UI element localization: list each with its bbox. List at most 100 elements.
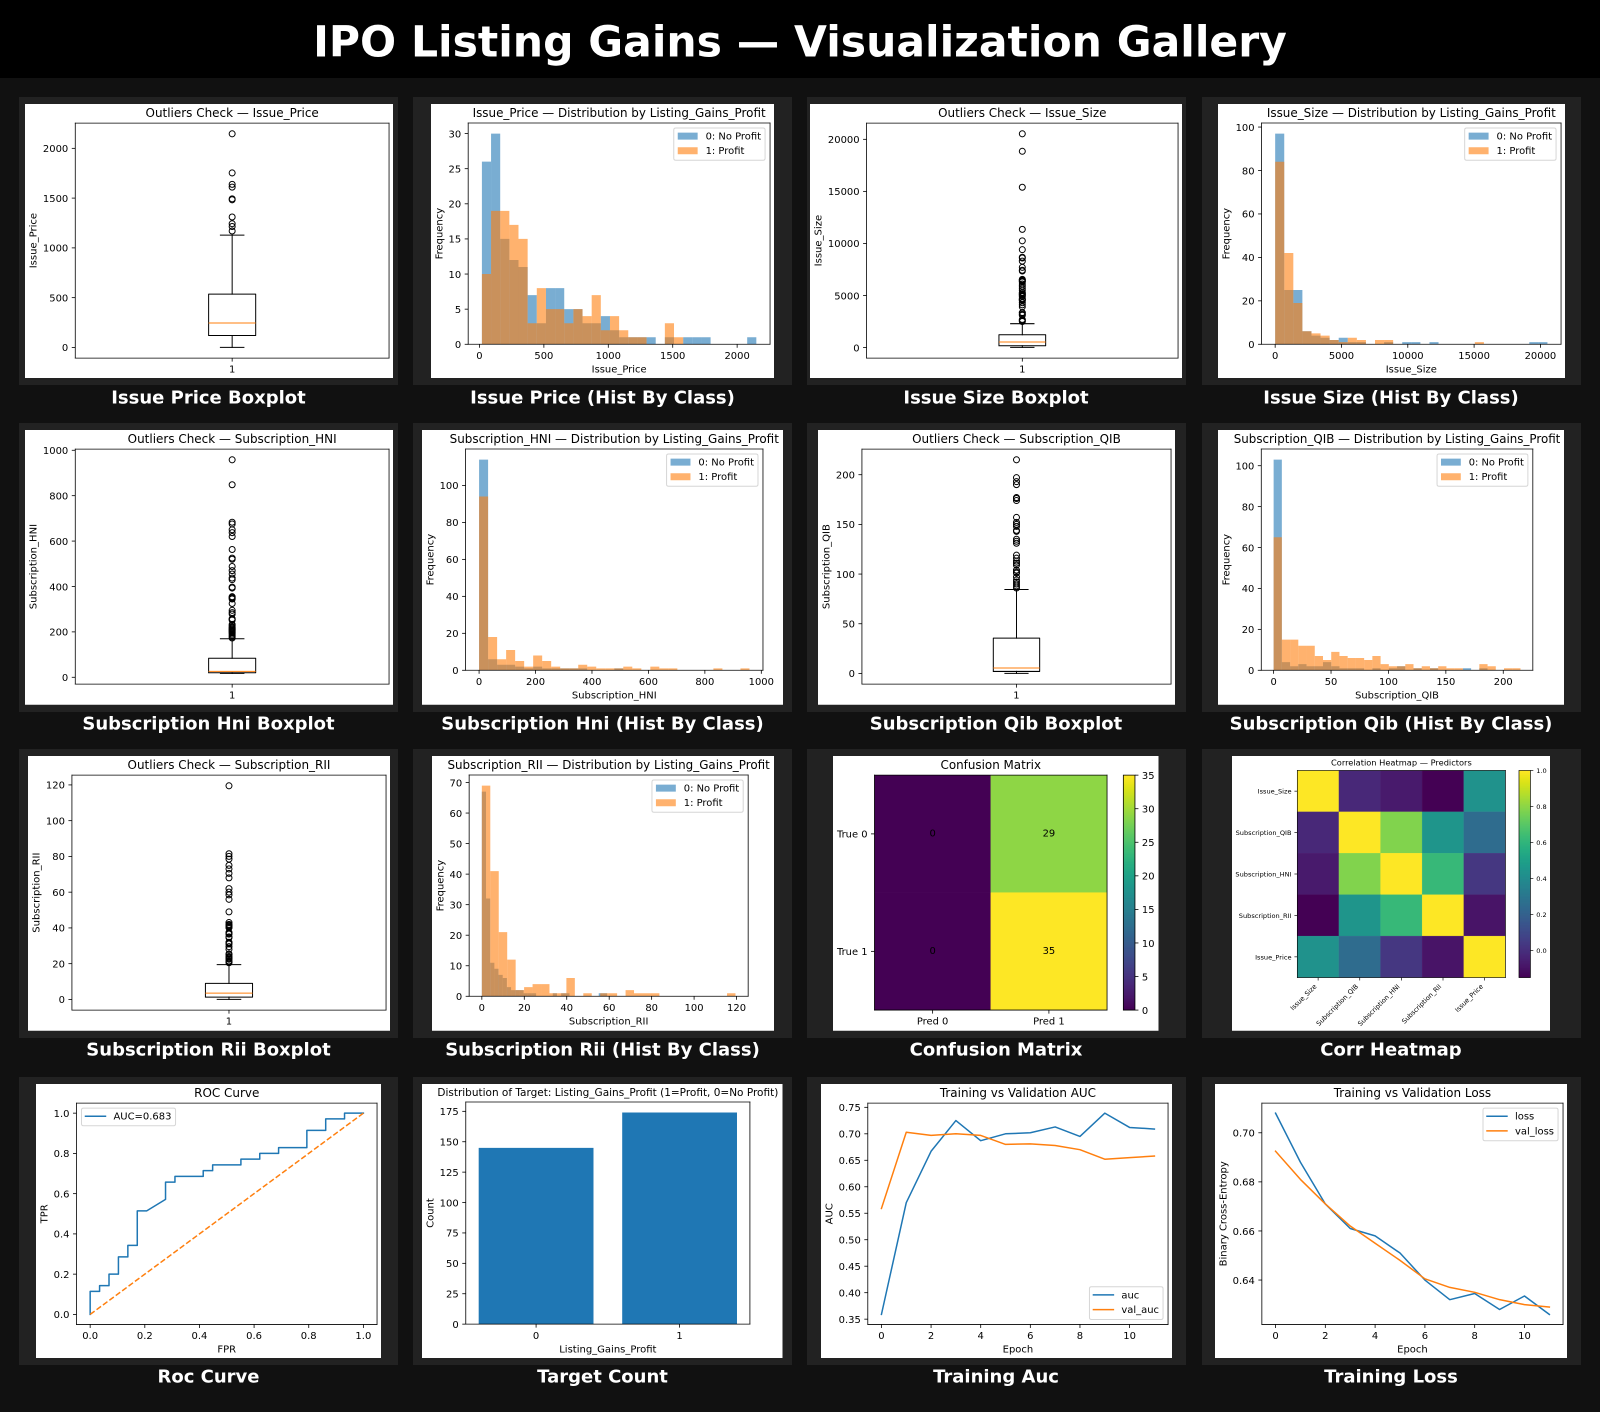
svg-text:25: 25 [446, 1289, 459, 1300]
svg-text:Issue_Price: Issue_Price [592, 364, 647, 375]
svg-text:0.4: 0.4 [1536, 875, 1546, 883]
svg-text:0.65: 0.65 [838, 1156, 860, 1167]
svg-text:1: Profit: 1: Profit [1469, 472, 1508, 483]
svg-text:1000: 1000 [42, 446, 67, 457]
svg-text:200: 200 [526, 677, 545, 688]
svg-text:0.6: 0.6 [246, 1331, 262, 1342]
svg-text:600: 600 [49, 537, 68, 548]
svg-text:6: 6 [1422, 1331, 1428, 1342]
svg-text:Listing_Gains_Profit: Listing_Gains_Profit [559, 1344, 656, 1355]
svg-text:25: 25 [1142, 838, 1155, 849]
svg-text:Subscription_RII: Subscription_RII [31, 853, 42, 933]
svg-text:1: 1 [1013, 691, 1019, 702]
svg-text:Confusion Matrix: Confusion Matrix [941, 758, 1042, 772]
svg-text:Epoch: Epoch [1002, 1344, 1033, 1355]
svg-text:50: 50 [842, 620, 855, 631]
svg-text:0.66: 0.66 [1233, 1226, 1255, 1237]
svg-text:100: 100 [440, 1198, 459, 1209]
svg-text:60: 60 [1241, 209, 1254, 220]
svg-text:AUC=0.683: AUC=0.683 [113, 1111, 171, 1122]
svg-text:0.2: 0.2 [137, 1331, 153, 1342]
svg-text:Subscription_QIB: Subscription_QIB [821, 524, 832, 609]
svg-text:0.60: 0.60 [838, 1182, 860, 1193]
svg-text:1.0: 1.0 [355, 1331, 371, 1342]
svg-text:Frequency: Frequency [1221, 208, 1232, 260]
svg-text:Issue_Size: Issue_Size [1385, 364, 1436, 375]
svg-text:Outliers Check — Subscription_: Outliers Check — Subscription_RII [127, 758, 330, 772]
svg-text:0.70: 0.70 [838, 1129, 860, 1140]
svg-text:0.4: 0.4 [54, 1229, 70, 1240]
svg-text:100: 100 [1379, 677, 1398, 688]
svg-text:1: Profit: 1: Profit [698, 472, 737, 483]
svg-text:60: 60 [446, 555, 459, 566]
svg-text:20: 20 [449, 199, 462, 210]
svg-text:8: 8 [1472, 1331, 1478, 1342]
svg-text:100: 100 [684, 1003, 703, 1014]
svg-text:0.40: 0.40 [838, 1288, 860, 1299]
svg-text:100: 100 [45, 817, 64, 828]
svg-text:20: 20 [52, 960, 65, 971]
svg-text:500: 500 [49, 293, 68, 304]
svg-text:10: 10 [1518, 1331, 1531, 1342]
svg-text:40: 40 [446, 592, 459, 603]
svg-text:Count: Count [426, 1198, 437, 1228]
svg-text:1: Profit: 1: Profit [1496, 146, 1535, 157]
svg-text:Outliers Check — Subscription_: Outliers Check — Subscription_HNI [127, 432, 336, 446]
svg-text:5000: 5000 [834, 291, 859, 302]
svg-text:80: 80 [1242, 502, 1255, 513]
svg-text:1000: 1000 [749, 677, 774, 688]
svg-text:0: 0 [453, 1320, 459, 1331]
svg-text:0: 0 [455, 992, 461, 1003]
svg-text:Subscription_QIB: Subscription_QIB [1355, 690, 1439, 701]
svg-text:0.70: 0.70 [1233, 1128, 1255, 1139]
svg-text:25: 25 [449, 164, 462, 175]
svg-text:600: 600 [639, 677, 658, 688]
svg-text:Epoch: Epoch [1397, 1344, 1428, 1355]
svg-text:0: 0 [1142, 1006, 1148, 1017]
svg-text:29: 29 [1043, 829, 1056, 840]
svg-text:Outliers Check — Issue_Price: Outliers Check — Issue_Price [145, 106, 318, 120]
svg-text:400: 400 [49, 582, 68, 593]
svg-text:TPR: TPR [40, 1204, 51, 1224]
svg-text:0.55: 0.55 [838, 1209, 860, 1220]
svg-text:Subscription_QIB: Subscription_QIB [1236, 829, 1292, 837]
svg-text:0: 0 [1270, 677, 1276, 688]
svg-text:2: 2 [927, 1331, 933, 1342]
svg-text:0: 0 [58, 996, 64, 1007]
svg-text:loss: loss [1515, 1111, 1534, 1122]
svg-text:20: 20 [446, 629, 459, 640]
svg-text:1: 1 [225, 1017, 231, 1028]
svg-text:0: No Profit: 0: No Profit [1496, 131, 1552, 142]
svg-text:6: 6 [1027, 1331, 1033, 1342]
svg-text:60: 60 [449, 809, 462, 820]
svg-text:Subscription_RII — Distributio: Subscription_RII — Distribution by Listi… [447, 758, 770, 772]
svg-text:35: 35 [1043, 946, 1056, 957]
svg-text:2000: 2000 [724, 351, 749, 362]
svg-text:20: 20 [449, 931, 462, 942]
svg-text:0: 0 [1271, 351, 1277, 362]
svg-text:0: 0 [853, 343, 859, 354]
svg-text:150: 150 [835, 520, 854, 531]
svg-text:200: 200 [1494, 677, 1513, 688]
svg-text:Subscription_RII: Subscription_RII [1239, 912, 1292, 920]
svg-text:70: 70 [449, 779, 462, 790]
svg-text:0.8: 0.8 [54, 1149, 70, 1160]
svg-text:500: 500 [534, 351, 553, 362]
svg-text:1.0: 1.0 [54, 1109, 70, 1120]
svg-text:val_loss: val_loss [1515, 1126, 1554, 1137]
svg-text:0.2: 0.2 [1536, 911, 1546, 919]
svg-text:80: 80 [446, 518, 459, 529]
svg-text:0.0: 0.0 [1536, 947, 1546, 955]
svg-text:0.8: 0.8 [301, 1331, 317, 1342]
svg-text:1000: 1000 [596, 351, 621, 362]
svg-text:0.50: 0.50 [838, 1235, 860, 1246]
svg-text:175: 175 [440, 1107, 459, 1118]
svg-text:Issue_Price: Issue_Price [28, 213, 39, 268]
svg-text:0: 0 [476, 351, 482, 362]
svg-text:Outliers Check — Issue_Size: Outliers Check — Issue_Size [938, 106, 1106, 120]
svg-text:15: 15 [1142, 906, 1155, 917]
svg-text:0: 0 [1272, 1331, 1278, 1342]
svg-text:20000: 20000 [1524, 351, 1556, 362]
svg-text:Subscription_RII: Subscription_RII [568, 1017, 647, 1028]
svg-text:0: 0 [478, 1003, 484, 1014]
